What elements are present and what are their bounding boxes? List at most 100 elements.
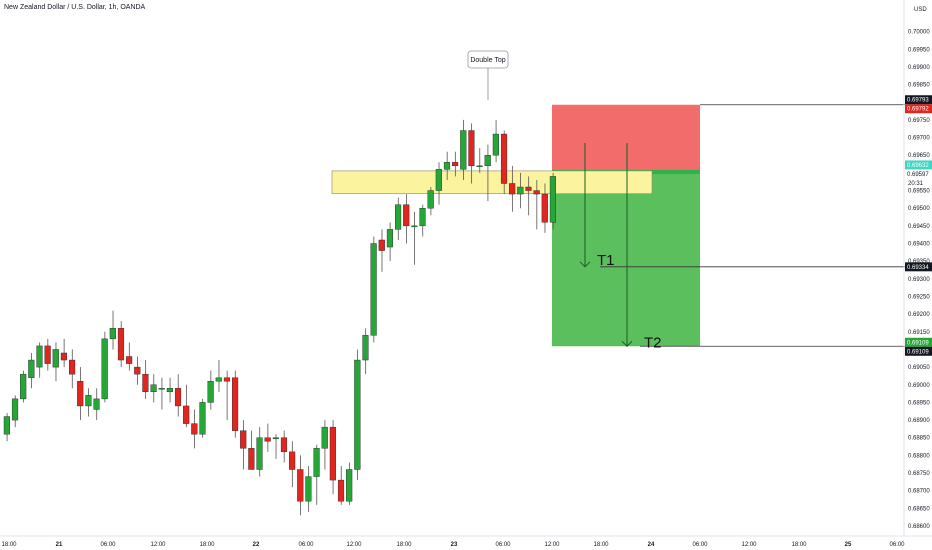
- stop-price-tag-bg: [905, 95, 932, 105]
- price-tick-label: 0.69250: [908, 294, 930, 300]
- candle-body: [460, 130, 467, 170]
- time-axis: 18:00 21 06:00 12:00 18:00 22 06:00 12:00 18:00 2…: [0, 535, 932, 548]
- price-tick-label: 0.69950: [908, 47, 930, 53]
- candle-body: [468, 130, 475, 167]
- candle-body: [549, 176, 556, 223]
- candle-body: [117, 328, 125, 361]
- time-tick-label: 18:00: [593, 542, 609, 548]
- last-price-tag: 0.69597: [907, 172, 929, 178]
- stop-loss-zone: [552, 104, 700, 174]
- price-tick-label: 0.68950: [908, 400, 930, 406]
- price-axis: USD0.700000.699500.699000.698500.698000.…: [903, 0, 932, 536]
- candle-body: [354, 359, 361, 470]
- candle-body: [68, 359, 76, 375]
- candle-body: [44, 345, 51, 364]
- price-tick-label: 0.68600: [908, 524, 930, 530]
- price-tick-label: 0.69050: [908, 365, 930, 371]
- time-tick-label: 06:00: [100, 542, 116, 548]
- target2-price-tag-2-bg: [905, 346, 932, 356]
- time-tick-label: 12:00: [346, 542, 362, 548]
- candle-body: [525, 186, 532, 191]
- price-tick-label: 0.69400: [908, 242, 930, 248]
- candle-body: [191, 423, 198, 435]
- candle-body: [305, 476, 312, 502]
- candle-body: [150, 384, 157, 393]
- price-tick-label: 0.68700: [908, 489, 930, 495]
- time-tick-label: 12:00: [544, 542, 560, 548]
- candle-body: [386, 229, 393, 248]
- time-tick-label: 06:00: [889, 542, 905, 548]
- target2-price-tag: 0.69109: [907, 340, 929, 346]
- candle-body: [443, 162, 451, 170]
- candle-body: [452, 162, 459, 167]
- time-tick-label: 21: [56, 542, 63, 548]
- time-tick-label: 06:00: [298, 542, 314, 548]
- candle-body: [199, 402, 206, 435]
- candle-body: [183, 405, 190, 424]
- target2-label: T2: [644, 334, 662, 351]
- candle-body: [109, 328, 116, 340]
- candle-body: [321, 426, 328, 449]
- target1-label: T1: [597, 252, 615, 269]
- candle-body: [20, 373, 27, 400]
- price-tick-label: 0.69750: [908, 118, 930, 124]
- candle-body: [60, 352, 67, 361]
- candle-body: [289, 451, 296, 470]
- currency-label: USD: [914, 7, 927, 13]
- candle-body: [142, 373, 149, 393]
- target1-price-tag: 0.69334: [907, 265, 929, 271]
- price-tick-label: 0.69500: [908, 206, 930, 212]
- time-tick-label: 18:00: [199, 542, 215, 548]
- candle-body: [240, 430, 247, 449]
- candle-body: [272, 437, 279, 439]
- candle-body: [313, 448, 320, 477]
- price-tick-label: 0.69350: [908, 259, 930, 265]
- target2-price-tag-bg: [905, 337, 932, 347]
- candle-body: [134, 366, 141, 375]
- candle-body: [435, 169, 442, 191]
- candle-body: [378, 239, 385, 251]
- candle-body: [370, 243, 377, 336]
- candle-body: [158, 388, 165, 390]
- take-profit-zone: [552, 173, 700, 347]
- candle-body: [11, 398, 19, 421]
- price-tick-label: 0.69300: [908, 277, 930, 283]
- price-tick-label: 0.68900: [908, 418, 930, 424]
- candle-body: [3, 416, 10, 435]
- time-tick-label: 22: [253, 542, 260, 548]
- price-tick-label: 0.68800: [908, 453, 930, 459]
- price-tick-label: 0.69850: [908, 83, 930, 89]
- candle-body: [256, 437, 263, 470]
- stop-price-tag-2: 0.69792: [907, 107, 929, 113]
- candle-body: [174, 388, 182, 407]
- candle-body: [264, 437, 271, 442]
- candle-body: [93, 398, 100, 410]
- candle-body: [476, 165, 483, 168]
- target1-arrowhead: [579, 261, 591, 268]
- candle-body: [297, 469, 304, 502]
- plot-area: T1 T2 Double Top: [3, 50, 905, 516]
- candle-body: [337, 479, 345, 502]
- candle-body: [248, 448, 255, 470]
- time-tick-label: 18:00: [1, 542, 17, 548]
- time-tick-label: 23: [451, 542, 458, 548]
- candle-body: [223, 377, 231, 382]
- candle-body: [207, 381, 214, 403]
- entry-price-tag: 0.69632: [907, 163, 929, 169]
- entry-price-tag-bg: [905, 160, 932, 170]
- price-tick-label: 0.68650: [908, 506, 930, 512]
- time-tick-label: 06:00: [692, 542, 708, 548]
- candle-body: [329, 426, 336, 481]
- target2-price-tag-2: 0.69109: [907, 349, 929, 355]
- price-tick-label: 0.69900: [908, 65, 930, 71]
- price-tick-label: 0.70000: [908, 30, 930, 36]
- candle-body: [77, 381, 84, 407]
- candle-body: [509, 183, 516, 195]
- price-tick-label: 0.69550: [908, 189, 930, 195]
- price-tick-label: 0.68750: [908, 471, 930, 477]
- time-tick-label: 18:00: [791, 542, 807, 548]
- candle-body: [500, 133, 508, 184]
- candle-body: [517, 186, 524, 195]
- time-tick-label: 12:00: [150, 542, 166, 548]
